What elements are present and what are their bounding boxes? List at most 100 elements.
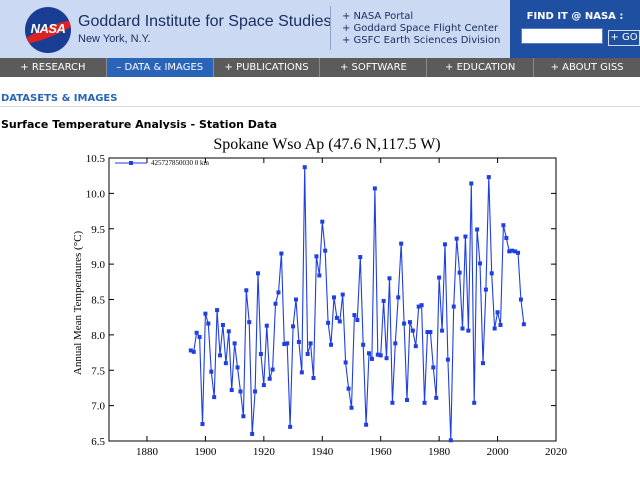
logo-text: NASA	[30, 21, 66, 36]
data-point	[378, 353, 383, 358]
data-point	[305, 351, 310, 356]
y-tick-label: 7.0	[91, 401, 105, 413]
data-point	[247, 320, 252, 325]
y-tick-label: 8.5	[91, 295, 105, 307]
data-point	[323, 248, 328, 253]
data-point	[314, 254, 319, 259]
data-point	[407, 320, 412, 325]
data-point	[396, 295, 401, 300]
nav-about-giss[interactable]: + ABOUT GISS	[550, 62, 624, 73]
data-point	[346, 386, 351, 391]
data-point	[206, 321, 211, 326]
nav-research[interactable]: + RESEARCH	[0, 58, 107, 77]
data-point	[521, 322, 526, 327]
data-point	[390, 400, 395, 405]
data-point	[355, 318, 360, 323]
nasa-logo[interactable]: NASA	[25, 7, 71, 53]
go-button[interactable]: + GO	[608, 30, 640, 46]
y-axis-label: Annual Mean Temperatures (°C)	[72, 231, 84, 376]
data-point	[440, 328, 445, 333]
y-tick-label: 10.5	[86, 153, 106, 165]
data-point	[241, 414, 246, 419]
nav-publications[interactable]: + PUBLICATIONS	[214, 58, 321, 77]
data-point	[492, 326, 497, 331]
data-point	[518, 297, 523, 302]
x-axis-ticks: 1880 1900 1920 1940 1960 1980 2000 2020	[136, 158, 568, 458]
data-point	[250, 431, 255, 436]
data-point	[451, 304, 456, 309]
data-point	[340, 292, 345, 297]
x-tick-label: 1920	[253, 446, 276, 458]
x-tick-label: 2020	[545, 446, 568, 458]
data-point	[428, 330, 433, 335]
data-point	[483, 287, 488, 292]
data-point	[384, 356, 389, 361]
data-point	[258, 351, 263, 356]
data-point	[264, 323, 269, 328]
data-point	[413, 344, 418, 349]
data-point	[399, 241, 404, 246]
y-tick-label: 6.5	[91, 436, 105, 448]
data-point	[372, 186, 377, 191]
data-point	[478, 261, 483, 266]
data-point	[480, 361, 485, 366]
data-point	[504, 235, 509, 240]
data-point	[238, 389, 243, 394]
data-point	[299, 370, 304, 375]
data-point	[223, 361, 228, 366]
data-point	[317, 273, 322, 278]
data-point	[495, 310, 500, 315]
nav-software[interactable]: + SOFTWARE	[320, 58, 428, 77]
data-point	[329, 342, 334, 347]
org-location: New York, N.Y.	[78, 33, 151, 45]
data-point	[331, 295, 336, 300]
data-point	[469, 181, 474, 186]
data-point	[448, 438, 453, 443]
y-axis-ticks: 6.5 7.0 7.5 8.0 8.5 9.0 9.5 10.0 10.5	[86, 153, 556, 448]
data-point	[194, 330, 199, 335]
y-tick-label: 7.5	[91, 365, 105, 377]
data-point	[197, 334, 202, 339]
data-point	[235, 365, 240, 370]
data-point	[358, 255, 363, 260]
page-title: Surface Temperature Analysis - Station D…	[1, 118, 278, 131]
data-point	[349, 405, 354, 410]
search-input[interactable]	[521, 28, 603, 44]
series-line	[190, 167, 525, 441]
site-header: NASA Goddard Institute for Space Studies…	[0, 0, 640, 58]
data-point	[367, 351, 372, 356]
header-links: + NASA Portal + Goddard Space Flight Cen…	[342, 11, 500, 47]
legend-marker	[129, 161, 133, 165]
link-gsfc-earth-sciences[interactable]: + GSFC Earth Sciences Division	[342, 35, 501, 46]
plot-border	[108, 157, 557, 442]
link-goddard-space-flight-center[interactable]: + Goddard Space Flight Center	[342, 23, 499, 34]
data-point	[416, 304, 421, 309]
org-title[interactable]: Goddard Institute for Space Studies	[78, 13, 332, 30]
data-point	[457, 270, 462, 275]
data-point	[226, 329, 231, 334]
x-tick-label: 1980	[428, 446, 451, 458]
nav-education[interactable]: + EDUCATION	[427, 58, 535, 77]
data-point	[288, 424, 293, 429]
data-point	[513, 249, 518, 254]
link-nasa-portal[interactable]: + NASA Portal	[342, 11, 414, 22]
data-point	[437, 275, 442, 280]
data-point	[361, 342, 366, 347]
chart-title: Spokane Wso Ap (47.6 N,117.5 W)	[213, 136, 440, 153]
data-point	[282, 342, 287, 347]
data-point	[261, 383, 266, 388]
data-point	[220, 322, 225, 327]
data-point	[326, 320, 331, 325]
data-point	[276, 290, 281, 295]
data-point	[232, 341, 237, 346]
data-point	[422, 400, 427, 405]
main-nav: + RESEARCH – DATA & IMAGES + PUBLICATION…	[0, 58, 640, 77]
x-tick-label: 1940	[311, 446, 334, 458]
data-point	[501, 223, 506, 228]
breadcrumb[interactable]: DATASETS & IMAGES	[1, 93, 118, 104]
data-point	[375, 352, 380, 357]
data-point	[200, 422, 205, 427]
nav-data-images[interactable]: – DATA & IMAGES	[106, 58, 214, 77]
data-point	[296, 339, 301, 344]
data-point	[434, 395, 439, 400]
